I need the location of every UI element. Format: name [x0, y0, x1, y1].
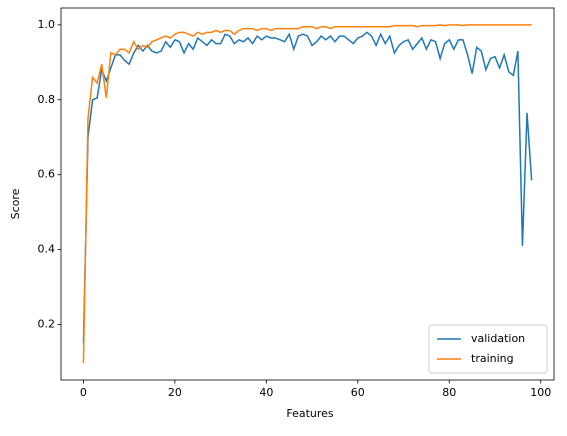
x-tick-label: 60: [351, 386, 365, 399]
x-tick-label: 80: [442, 386, 456, 399]
y-tick-label: 0.6: [38, 168, 56, 181]
x-tick-label: 0: [80, 386, 87, 399]
line-series: [82, 31, 533, 344]
y-tick-label: 0.2: [38, 318, 56, 331]
line-series: [82, 24, 532, 364]
legend-label: validation: [471, 332, 525, 345]
x-axis-label: Features: [286, 407, 334, 420]
x-tick-label: 100: [530, 386, 551, 399]
x-tick-label: 20: [168, 386, 182, 399]
plot-frame: [60, 7, 555, 381]
legend-box: [428, 324, 548, 374]
y-tick-label: 1.0: [38, 18, 56, 31]
y-axis-label: Score: [9, 188, 22, 219]
y-tick-label: 0.4: [38, 243, 56, 256]
y-tick-label: 0.8: [38, 93, 56, 106]
x-tick-label: 40: [259, 386, 273, 399]
legend-label: training: [471, 352, 514, 365]
